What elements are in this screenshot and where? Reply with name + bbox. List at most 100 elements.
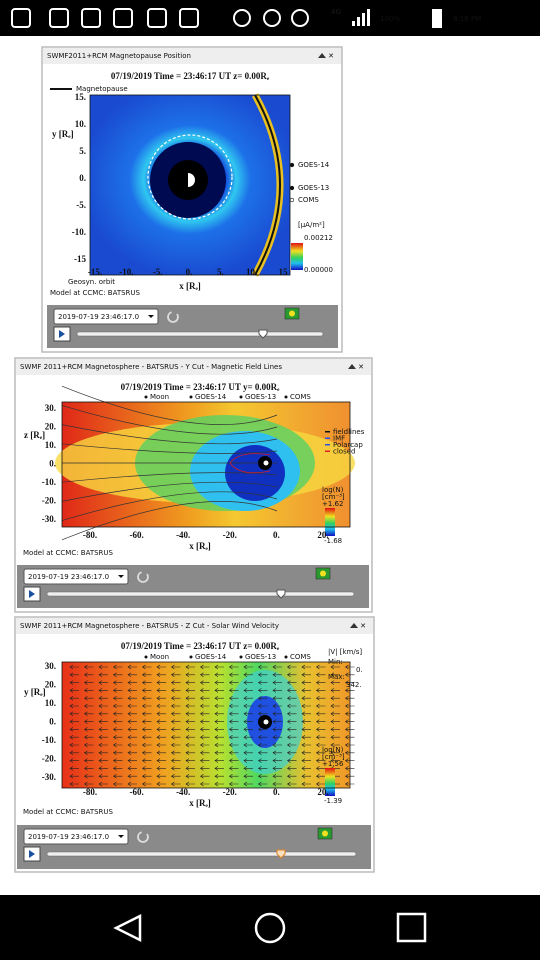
field-line <box>61 491 278 521</box>
flow-arrow <box>83 781 94 787</box>
y-tick-label: -10. <box>72 227 86 237</box>
time-slider[interactable] <box>46 851 357 857</box>
flow-arrow <box>228 773 239 779</box>
flow-arrow <box>214 688 224 693</box>
colorbar <box>291 243 303 270</box>
x-tick-label: 0. <box>186 267 193 277</box>
close-button[interactable]: ✕ <box>360 622 366 630</box>
y-tick-label: -15 <box>74 254 86 264</box>
flow-arrow <box>112 727 123 732</box>
slider-thumb[interactable] <box>258 329 268 339</box>
flow-arrow <box>315 750 326 756</box>
flow-arrow <box>257 781 268 787</box>
flow-arrow <box>301 711 311 717</box>
flow-arrow <box>199 758 210 763</box>
flow-arrow <box>228 758 239 763</box>
y-tick-label: 10. <box>45 440 56 450</box>
select-arrow <box>118 835 124 838</box>
signal-bar <box>362 13 365 26</box>
flow-arrow <box>257 727 268 732</box>
flow-arrow <box>214 734 224 740</box>
flow-arrow <box>83 742 94 748</box>
back-button[interactable] <box>113 913 142 943</box>
status-icon <box>179 8 199 28</box>
flow-arrow <box>301 688 311 693</box>
slider-thumb[interactable] <box>276 589 286 599</box>
x-tick-label: 15 <box>279 267 289 277</box>
time-select[interactable] <box>23 828 129 845</box>
flow-arrow <box>83 664 94 670</box>
flow-arrow <box>286 773 297 779</box>
time-select[interactable] <box>23 568 129 585</box>
collapse-button[interactable] <box>318 53 326 58</box>
flow-arrow <box>69 672 79 678</box>
flow-arrow <box>170 766 181 771</box>
flow-arrow <box>83 719 94 724</box>
colorbar <box>325 768 335 796</box>
flow-arrow <box>185 703 195 709</box>
y-tick-label: -10. <box>42 735 56 745</box>
y-tick-label: -5. <box>76 200 86 210</box>
flow-arrow <box>83 773 94 779</box>
fieldline-swatch <box>325 444 330 446</box>
flow-arrow <box>185 695 195 701</box>
flow-arrow <box>257 773 268 779</box>
flow-arrow <box>330 758 340 763</box>
x-tick-label: -60. <box>129 530 143 540</box>
flow-arrow <box>127 734 137 740</box>
refresh-button[interactable] <box>137 571 149 583</box>
flow-arrow <box>141 766 152 771</box>
flow-arrow <box>69 781 79 787</box>
velocity-min: 0. <box>356 666 363 674</box>
time-slider[interactable] <box>46 591 355 597</box>
recents-button[interactable] <box>396 912 427 943</box>
flow-arrow <box>199 742 210 748</box>
flow-arrow <box>69 750 79 756</box>
flow-arrow <box>315 680 326 685</box>
flow-arrow <box>98 758 108 763</box>
flow-arrow <box>330 688 340 693</box>
refresh-button[interactable] <box>137 831 149 843</box>
velocity-max-label: Max: <box>328 673 345 681</box>
flow-arrow <box>98 688 108 693</box>
collapse-button[interactable] <box>348 364 356 369</box>
colorbar-max: +1.56 <box>322 760 344 768</box>
flow-arrow <box>330 680 340 685</box>
field-line <box>61 424 278 445</box>
flow-arrow <box>315 734 326 740</box>
legend-label: GOES-13 <box>245 653 276 661</box>
nav-bar <box>0 895 540 960</box>
flow-arrow <box>199 703 210 709</box>
battery-icon <box>432 9 442 28</box>
flow-arrow <box>301 734 311 740</box>
flow-arrow <box>272 773 282 779</box>
flow-arrow <box>257 750 268 756</box>
legend-label: Moon <box>150 653 169 661</box>
time-select[interactable] <box>53 308 159 325</box>
slider-thumb[interactable] <box>276 849 286 859</box>
flow-arrow <box>127 750 137 756</box>
collapse-button[interactable] <box>350 623 358 628</box>
flow-arrow <box>83 695 94 701</box>
flow-arrow <box>69 664 79 670</box>
close-button[interactable]: ✕ <box>328 52 334 60</box>
time-select-value: 2019-07-19 23:46:17.0 <box>28 573 109 581</box>
fieldline-label: fieldlines <box>333 428 365 436</box>
flow-arrow <box>301 758 311 763</box>
home-button[interactable] <box>254 912 286 944</box>
y-tick-label: 0. <box>49 459 56 469</box>
close-button[interactable]: ✕ <box>358 363 364 371</box>
colorbar-quantity: log(N) <box>322 486 344 494</box>
play-icon <box>29 590 35 598</box>
refresh-button[interactable] <box>167 311 179 323</box>
flow-arrow <box>170 781 181 787</box>
flow-arrow <box>141 742 152 748</box>
x-axis-label: x [Rₑ] <box>179 281 201 291</box>
flow-arrow <box>185 758 195 763</box>
x-tick-label: -80. <box>83 530 97 540</box>
x-tick-label: 0. <box>273 530 280 540</box>
y-tick-label: -20. <box>42 754 56 764</box>
time-slider[interactable] <box>76 331 324 337</box>
signal-bar <box>367 9 370 26</box>
